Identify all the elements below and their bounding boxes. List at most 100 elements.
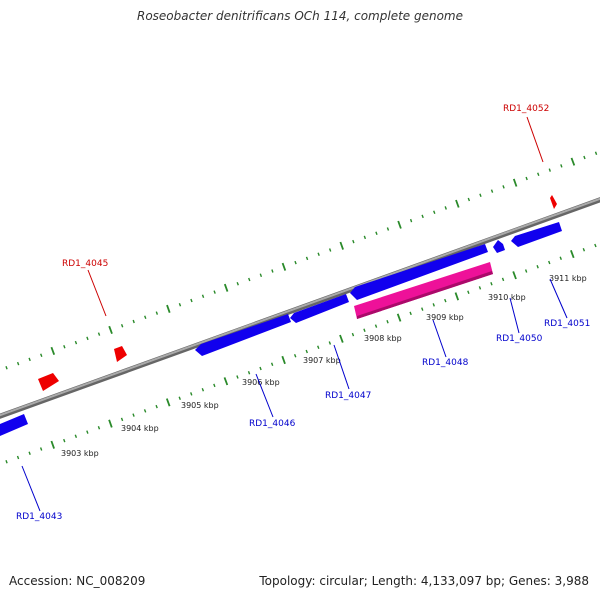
upper-tick <box>594 151 598 156</box>
upper-tick <box>525 176 528 181</box>
scale-label-3903: 3903 kbp <box>61 449 99 458</box>
lower-tick <box>454 292 460 301</box>
lower-tick <box>582 248 586 252</box>
gene-arrow-rd1-4049[interactable] <box>350 244 488 300</box>
lower-tick <box>444 298 447 303</box>
leader-rd1-4045 <box>87 269 107 317</box>
lower-tick <box>108 419 113 428</box>
upper-tick <box>294 260 297 265</box>
lower-tick <box>143 409 147 413</box>
gene-label-rd1-4043[interactable]: RD1_4043 <box>16 512 62 522</box>
gene-label-rd1-4048[interactable]: RD1_4048 <box>422 358 469 368</box>
lower-tick <box>39 447 43 451</box>
upper-tick-track <box>5 151 598 370</box>
gene-label-rd1-4046[interactable]: RD1_4046 <box>249 419 296 429</box>
gene-arrow-rd1-4051[interactable] <box>511 222 562 247</box>
scale-label-3911: 3911 kbp <box>549 274 587 283</box>
lower-tick <box>223 377 229 386</box>
upper-tick <box>97 332 101 336</box>
lower-tick <box>28 451 31 456</box>
lower-tick <box>201 387 205 392</box>
gene-label-rd1-4052[interactable]: RD1_4052 <box>503 104 549 114</box>
genome-summary-text: Topology: circular; Length: 4,133,097 bp… <box>259 574 589 588</box>
lower-tick <box>548 260 551 265</box>
upper-tick <box>213 290 216 294</box>
gene-arrow-rd1-4044[interactable] <box>38 373 59 391</box>
lower-tick <box>132 413 135 417</box>
lower-tick <box>570 249 575 259</box>
upper-tick <box>190 298 193 303</box>
scale-label-3905: 3905 kbp <box>181 401 219 410</box>
upper-tick <box>537 172 540 177</box>
upper-tick <box>479 193 482 198</box>
gene-arrow-rd1-4045[interactable] <box>114 346 127 362</box>
upper-tick <box>305 256 309 261</box>
leader-rd1-4047 <box>333 344 350 390</box>
upper-tick <box>74 340 78 345</box>
gene-label-rd1-4051[interactable]: RD1_4051 <box>544 319 590 329</box>
leader-rd1-4052 <box>526 116 544 163</box>
upper-tick <box>281 262 287 271</box>
lower-tick <box>270 362 274 366</box>
gene-label-rd1-4045[interactable]: RD1_4045 <box>62 259 108 269</box>
upper-tick <box>421 214 424 219</box>
gene-arrow-rd1-4043[interactable] <box>0 414 28 436</box>
upper-tick <box>512 178 518 187</box>
lower-tick <box>63 438 66 443</box>
lower-tick <box>512 271 517 280</box>
gene-arrow-rd1-4052[interactable] <box>550 195 557 209</box>
lower-tick <box>396 313 402 322</box>
upper-tick <box>455 199 460 208</box>
upper-tick <box>386 227 390 231</box>
gene-arrow-rd1-4048[interactable] <box>354 262 493 319</box>
upper-tick <box>352 239 355 244</box>
upper-tick <box>86 336 89 341</box>
upper-tick <box>548 168 551 172</box>
lower-tick-track <box>5 243 597 464</box>
upper-tick <box>467 197 471 202</box>
gene-label-rd1-4050[interactable]: RD1_4050 <box>496 334 543 344</box>
gene-arrow-rd1-4050[interactable] <box>493 240 505 253</box>
upper-tick <box>248 277 251 282</box>
scale-label-3904: 3904 kbp <box>121 424 159 433</box>
upper-tick <box>560 164 563 168</box>
upper-tick <box>444 206 447 210</box>
lower-tick <box>328 341 332 345</box>
lower-tick <box>351 332 355 337</box>
gene-label-rd1-4047[interactable]: RD1_4047 <box>325 391 371 401</box>
upper-tick <box>120 323 124 328</box>
lower-tick <box>490 281 493 286</box>
lower-tick <box>5 460 8 464</box>
upper-tick <box>166 304 171 314</box>
lower-tick <box>374 324 378 328</box>
scale-label-3910: 3910 kbp <box>488 293 526 302</box>
lower-tick <box>339 334 344 343</box>
lower-tick <box>536 264 539 269</box>
gene-arrow-rd1-4046[interactable] <box>195 314 291 356</box>
upper-tick <box>339 241 344 250</box>
lower-tick <box>190 392 193 396</box>
upper-tick <box>409 218 413 223</box>
lower-tick <box>50 440 55 449</box>
lower-tick <box>478 286 482 290</box>
leader-rd1-4051 <box>549 278 568 319</box>
upper-tick <box>397 220 402 229</box>
scale-label-3906: 3906 kbp <box>242 378 280 387</box>
upper-tick <box>16 361 20 366</box>
scale-label-3908: 3908 kbp <box>364 334 402 343</box>
upper-tick <box>201 294 205 299</box>
upper-tick <box>570 157 576 166</box>
genome-backbone-highlight <box>0 197 600 417</box>
upper-tick <box>502 185 505 189</box>
gene-arrow-rd1-4048-shade <box>357 271 493 319</box>
upper-tick <box>63 345 66 349</box>
gene-arrow-rd1-4047[interactable] <box>290 294 349 323</box>
reverse-genes <box>0 222 562 436</box>
lower-tick <box>247 370 251 375</box>
upper-tick <box>328 248 332 252</box>
upper-tick <box>433 210 436 214</box>
lower-tick <box>155 404 158 409</box>
upper-tick <box>155 311 159 315</box>
upper-tick <box>28 357 31 362</box>
